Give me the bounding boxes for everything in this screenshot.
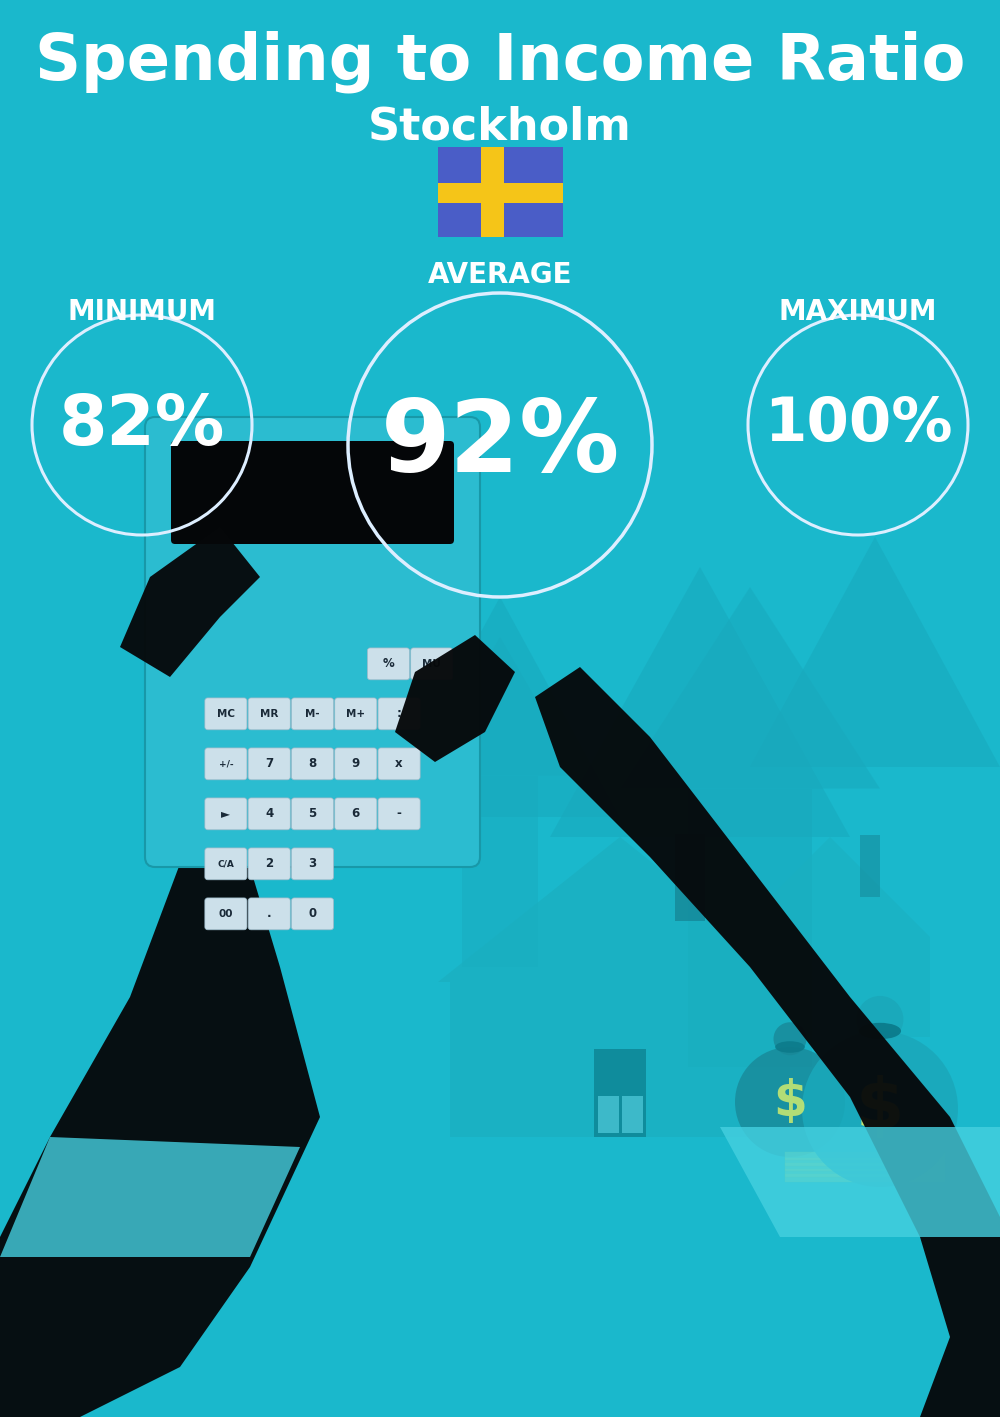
Bar bbox=[785, 1169, 945, 1176]
FancyBboxPatch shape bbox=[367, 648, 410, 680]
Polygon shape bbox=[0, 567, 320, 1417]
Text: 7: 7 bbox=[265, 757, 273, 771]
Bar bbox=[481, 147, 504, 237]
Text: 100%: 100% bbox=[764, 395, 952, 455]
Polygon shape bbox=[750, 537, 1000, 767]
FancyBboxPatch shape bbox=[205, 798, 247, 830]
Ellipse shape bbox=[775, 1041, 805, 1053]
FancyBboxPatch shape bbox=[335, 699, 377, 730]
Text: :: : bbox=[397, 707, 402, 720]
Text: MU: MU bbox=[422, 659, 441, 669]
Bar bbox=[622, 1095, 643, 1134]
Text: 8: 8 bbox=[308, 757, 317, 771]
Text: MC: MC bbox=[217, 708, 235, 718]
Polygon shape bbox=[420, 638, 580, 775]
Bar bbox=[730, 937, 930, 1037]
Text: M-: M- bbox=[305, 708, 320, 718]
FancyBboxPatch shape bbox=[335, 798, 377, 830]
Text: 4: 4 bbox=[265, 808, 273, 820]
Bar bbox=[675, 835, 705, 921]
Polygon shape bbox=[535, 667, 1000, 1417]
Bar bbox=[462, 775, 538, 966]
Circle shape bbox=[774, 1022, 806, 1056]
Polygon shape bbox=[730, 837, 930, 937]
Text: M+: M+ bbox=[346, 708, 365, 718]
Text: MAXIMUM: MAXIMUM bbox=[779, 298, 937, 326]
Text: 9: 9 bbox=[352, 757, 360, 771]
FancyBboxPatch shape bbox=[291, 699, 334, 730]
Text: 92%: 92% bbox=[380, 397, 620, 493]
Text: 3: 3 bbox=[308, 857, 317, 870]
FancyBboxPatch shape bbox=[411, 648, 453, 680]
FancyBboxPatch shape bbox=[248, 699, 290, 730]
FancyBboxPatch shape bbox=[248, 847, 290, 880]
Polygon shape bbox=[150, 616, 350, 786]
FancyBboxPatch shape bbox=[291, 798, 334, 830]
Text: -: - bbox=[397, 808, 402, 820]
Bar bbox=[785, 1152, 945, 1161]
Text: x: x bbox=[395, 757, 403, 771]
Bar bbox=[450, 982, 790, 1136]
FancyBboxPatch shape bbox=[335, 748, 377, 779]
Polygon shape bbox=[550, 567, 850, 837]
Bar bbox=[688, 789, 812, 1067]
Text: 2: 2 bbox=[265, 857, 273, 870]
Polygon shape bbox=[120, 527, 260, 677]
FancyBboxPatch shape bbox=[205, 898, 247, 930]
Text: $: $ bbox=[856, 1076, 904, 1142]
Text: AVERAGE: AVERAGE bbox=[428, 261, 572, 289]
Polygon shape bbox=[620, 587, 880, 789]
Bar bbox=[438, 183, 562, 203]
Text: %: % bbox=[383, 657, 394, 670]
FancyBboxPatch shape bbox=[145, 417, 480, 867]
Text: C/A: C/A bbox=[217, 859, 234, 869]
Bar bbox=[785, 1175, 945, 1182]
Text: 5: 5 bbox=[308, 808, 317, 820]
FancyBboxPatch shape bbox=[378, 748, 420, 779]
FancyBboxPatch shape bbox=[248, 798, 290, 830]
Bar bbox=[785, 1158, 945, 1166]
FancyBboxPatch shape bbox=[291, 748, 334, 779]
Text: 00: 00 bbox=[219, 908, 233, 918]
Polygon shape bbox=[0, 1136, 300, 1257]
FancyBboxPatch shape bbox=[205, 748, 247, 779]
Bar bbox=[860, 835, 880, 897]
Bar bbox=[785, 1163, 945, 1170]
FancyBboxPatch shape bbox=[378, 798, 420, 830]
FancyBboxPatch shape bbox=[205, 847, 247, 880]
Bar bbox=[594, 1049, 646, 1136]
Text: MINIMUM: MINIMUM bbox=[68, 298, 216, 326]
Polygon shape bbox=[380, 597, 620, 818]
Polygon shape bbox=[720, 1127, 1000, 1237]
Polygon shape bbox=[438, 837, 802, 982]
Text: ►: ► bbox=[221, 808, 230, 820]
FancyBboxPatch shape bbox=[291, 847, 334, 880]
Circle shape bbox=[802, 1032, 958, 1187]
FancyBboxPatch shape bbox=[248, 898, 290, 930]
Bar bbox=[598, 1095, 619, 1134]
Text: .: . bbox=[267, 907, 272, 921]
FancyBboxPatch shape bbox=[205, 699, 247, 730]
FancyBboxPatch shape bbox=[248, 748, 290, 779]
Text: 82%: 82% bbox=[59, 391, 225, 459]
Text: 6: 6 bbox=[352, 808, 360, 820]
Bar bbox=[438, 147, 562, 237]
Ellipse shape bbox=[859, 1023, 901, 1039]
Text: MR: MR bbox=[260, 708, 278, 718]
Circle shape bbox=[735, 1047, 845, 1158]
Polygon shape bbox=[395, 635, 515, 762]
Text: Spending to Income Ratio: Spending to Income Ratio bbox=[35, 31, 965, 94]
Text: +/-: +/- bbox=[219, 760, 233, 768]
Text: Stockholm: Stockholm bbox=[368, 105, 632, 149]
FancyBboxPatch shape bbox=[378, 699, 420, 730]
Text: 0: 0 bbox=[308, 907, 317, 921]
Circle shape bbox=[857, 996, 903, 1043]
Text: $: $ bbox=[773, 1078, 807, 1127]
FancyBboxPatch shape bbox=[171, 441, 454, 544]
FancyBboxPatch shape bbox=[291, 898, 334, 930]
